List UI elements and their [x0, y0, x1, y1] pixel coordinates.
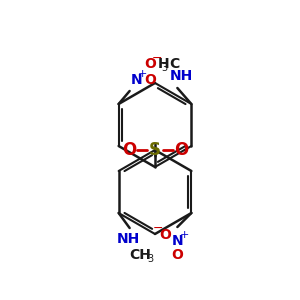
- Text: 3: 3: [148, 254, 154, 264]
- Text: NH: NH: [117, 232, 140, 246]
- Text: 3: 3: [161, 63, 167, 73]
- Text: NH: NH: [170, 69, 193, 83]
- Text: O: O: [171, 248, 183, 262]
- Text: +: +: [138, 69, 147, 79]
- Text: N: N: [131, 73, 142, 87]
- Text: S: S: [149, 141, 161, 159]
- Text: O: O: [174, 141, 188, 159]
- Text: O: O: [145, 73, 157, 87]
- Text: O: O: [159, 228, 171, 242]
- Text: −: −: [152, 52, 162, 64]
- Text: +: +: [180, 230, 189, 240]
- Text: −: −: [153, 221, 164, 235]
- Text: O: O: [145, 57, 157, 71]
- Text: CH: CH: [130, 248, 152, 262]
- Text: N: N: [172, 234, 183, 248]
- Text: O: O: [122, 141, 136, 159]
- Text: C: C: [169, 57, 180, 71]
- Text: H: H: [158, 57, 169, 71]
